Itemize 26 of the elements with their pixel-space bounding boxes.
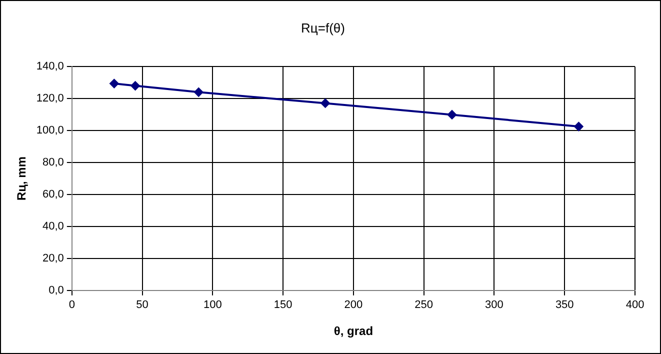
y-tick-label: 0,0	[48, 284, 64, 296]
y-axis-title: Rц, mm	[14, 156, 29, 201]
x-tick-label: 200	[344, 299, 363, 312]
point	[574, 122, 584, 132]
y-tick-label: 140,0	[36, 60, 64, 73]
chart-title: Rц=f(θ)	[301, 20, 345, 36]
x-tick-label: 300	[485, 299, 504, 312]
point	[110, 79, 119, 88]
x-axis-title: θ, grad	[334, 324, 374, 338]
y-tick-label: 100,0	[36, 124, 64, 137]
point	[448, 110, 456, 120]
point	[130, 81, 140, 90]
y-tick-label: 40,0	[42, 220, 64, 232]
y-tick-label: 80,0	[42, 156, 64, 169]
x-tick-label: 350	[555, 299, 574, 312]
y-tick-label: 60,0	[42, 188, 64, 201]
x-tick-label: 250	[414, 299, 434, 312]
y-tick-label: 120,0	[36, 92, 64, 105]
y-tick-label: 20,0	[42, 252, 64, 264]
x-tick-label: 400	[626, 299, 644, 312]
x-tick-label: 0	[68, 299, 75, 312]
x-tick-label: 100	[204, 299, 222, 312]
point	[194, 88, 204, 97]
x-tick-label: 150	[274, 299, 292, 312]
point	[320, 98, 330, 108]
x-tick-label: 50	[136, 299, 148, 312]
